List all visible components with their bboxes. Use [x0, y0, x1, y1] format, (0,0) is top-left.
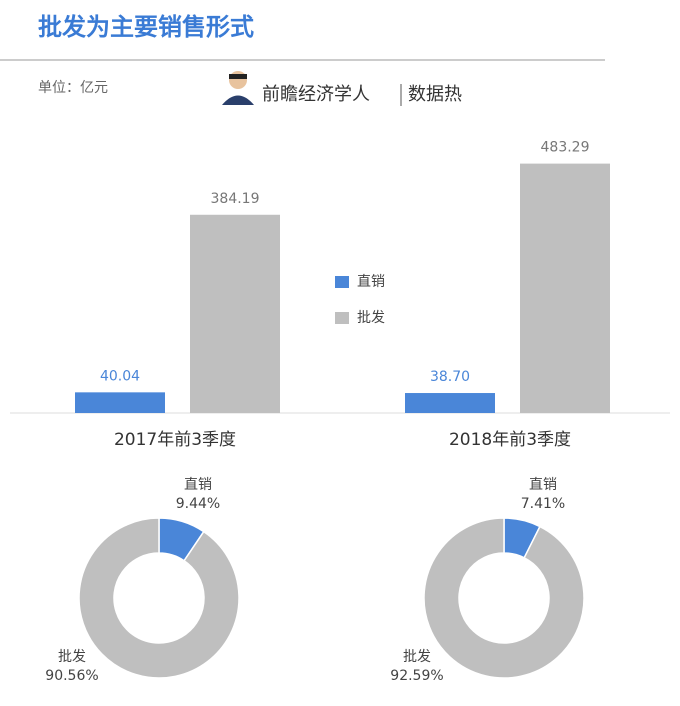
slice-name: 批发 [403, 649, 431, 665]
donut-slice [78, 517, 240, 679]
value-label: 40.04 [100, 368, 140, 384]
brand-tag: 数据热 [408, 84, 462, 105]
bar [405, 393, 495, 413]
slice-name: 直销 [184, 476, 212, 493]
slice-name: 批发 [58, 649, 86, 665]
page-title: 批发为主要销售形式 [38, 13, 254, 41]
slice-value: 92.59% [390, 668, 443, 684]
slice-name: 直销 [529, 476, 557, 493]
unit-label: 单位：亿元 [38, 80, 108, 96]
value-label: 38.70 [430, 369, 470, 385]
donut-slice [423, 517, 585, 679]
legend-swatch [335, 276, 349, 288]
slice-value: 9.44% [176, 496, 220, 512]
x-tick-label: 2017年前3季度 [114, 430, 236, 450]
value-label: 384.19 [211, 191, 260, 207]
legend-label: 批发 [357, 310, 385, 326]
bar [190, 214, 280, 413]
legend-swatch [335, 312, 349, 324]
legend-label: 直销 [357, 273, 385, 290]
bar [75, 392, 165, 413]
brand-icon [222, 71, 254, 105]
bar [520, 163, 610, 413]
brand-name: 前瞻经济学人 [262, 84, 370, 105]
value-label: 483.29 [541, 140, 590, 156]
slice-value: 7.41% [521, 496, 565, 512]
x-tick-label: 2018年前3季度 [449, 430, 571, 450]
slice-value: 90.56% [45, 668, 98, 684]
